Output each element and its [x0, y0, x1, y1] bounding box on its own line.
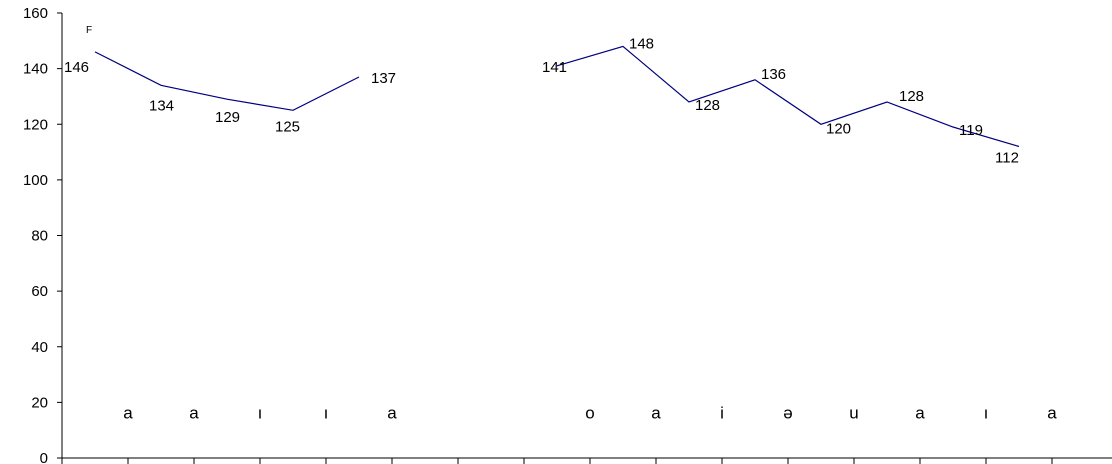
y-tick-label: 160 — [23, 5, 48, 22]
data-label: 129 — [215, 109, 240, 126]
y-tick-label: 80 — [31, 228, 48, 245]
category-label: a — [651, 403, 661, 422]
y-tick-label: 20 — [31, 394, 48, 411]
category-label: a — [123, 403, 133, 422]
y-axis: 0 20 40 60 80 100 120 140 160 — [23, 5, 63, 464]
series-line-2 — [556, 45, 1020, 148]
data-label: 112 — [995, 150, 1019, 167]
data-labels: 146 134 129 125 137 141 148 128 136 120 128 119 112 — [64, 35, 1019, 166]
y-tick-label: 140 — [23, 61, 48, 78]
category-label: a — [1047, 403, 1057, 422]
series-line-1 — [94, 51, 360, 111]
y-tick-label: 40 — [31, 339, 48, 356]
y-tick-label: 100 — [23, 172, 48, 189]
y-tick-label: 120 — [23, 116, 48, 133]
data-label: 125 — [275, 118, 300, 135]
category-label: ə — [783, 403, 792, 422]
category-label: ı — [324, 403, 329, 422]
category-label: i — [720, 403, 724, 422]
data-label: 134 — [149, 97, 174, 114]
x-axis — [61, 457, 1112, 464]
category-label: ı — [258, 403, 263, 422]
category-label: a — [387, 403, 397, 422]
data-label: 148 — [629, 35, 654, 52]
data-label: 141 — [542, 59, 567, 76]
y-tick-label: 0 — [40, 450, 48, 464]
category-label: o — [585, 403, 594, 422]
category-label: ı — [984, 403, 989, 422]
category-label: u — [849, 403, 858, 422]
series-lines — [94, 45, 1020, 148]
data-label: 136 — [761, 66, 786, 83]
y-axis-label: F — [86, 25, 92, 36]
data-label: 128 — [695, 97, 720, 114]
data-label: 119 — [959, 122, 983, 139]
data-label: 128 — [899, 88, 924, 105]
data-label: 137 — [371, 70, 396, 87]
data-label: 146 — [64, 59, 89, 76]
y-tick-label: 60 — [31, 283, 48, 300]
data-label: 120 — [826, 120, 851, 137]
category-label: a — [189, 403, 199, 422]
category-label: a — [915, 403, 925, 422]
